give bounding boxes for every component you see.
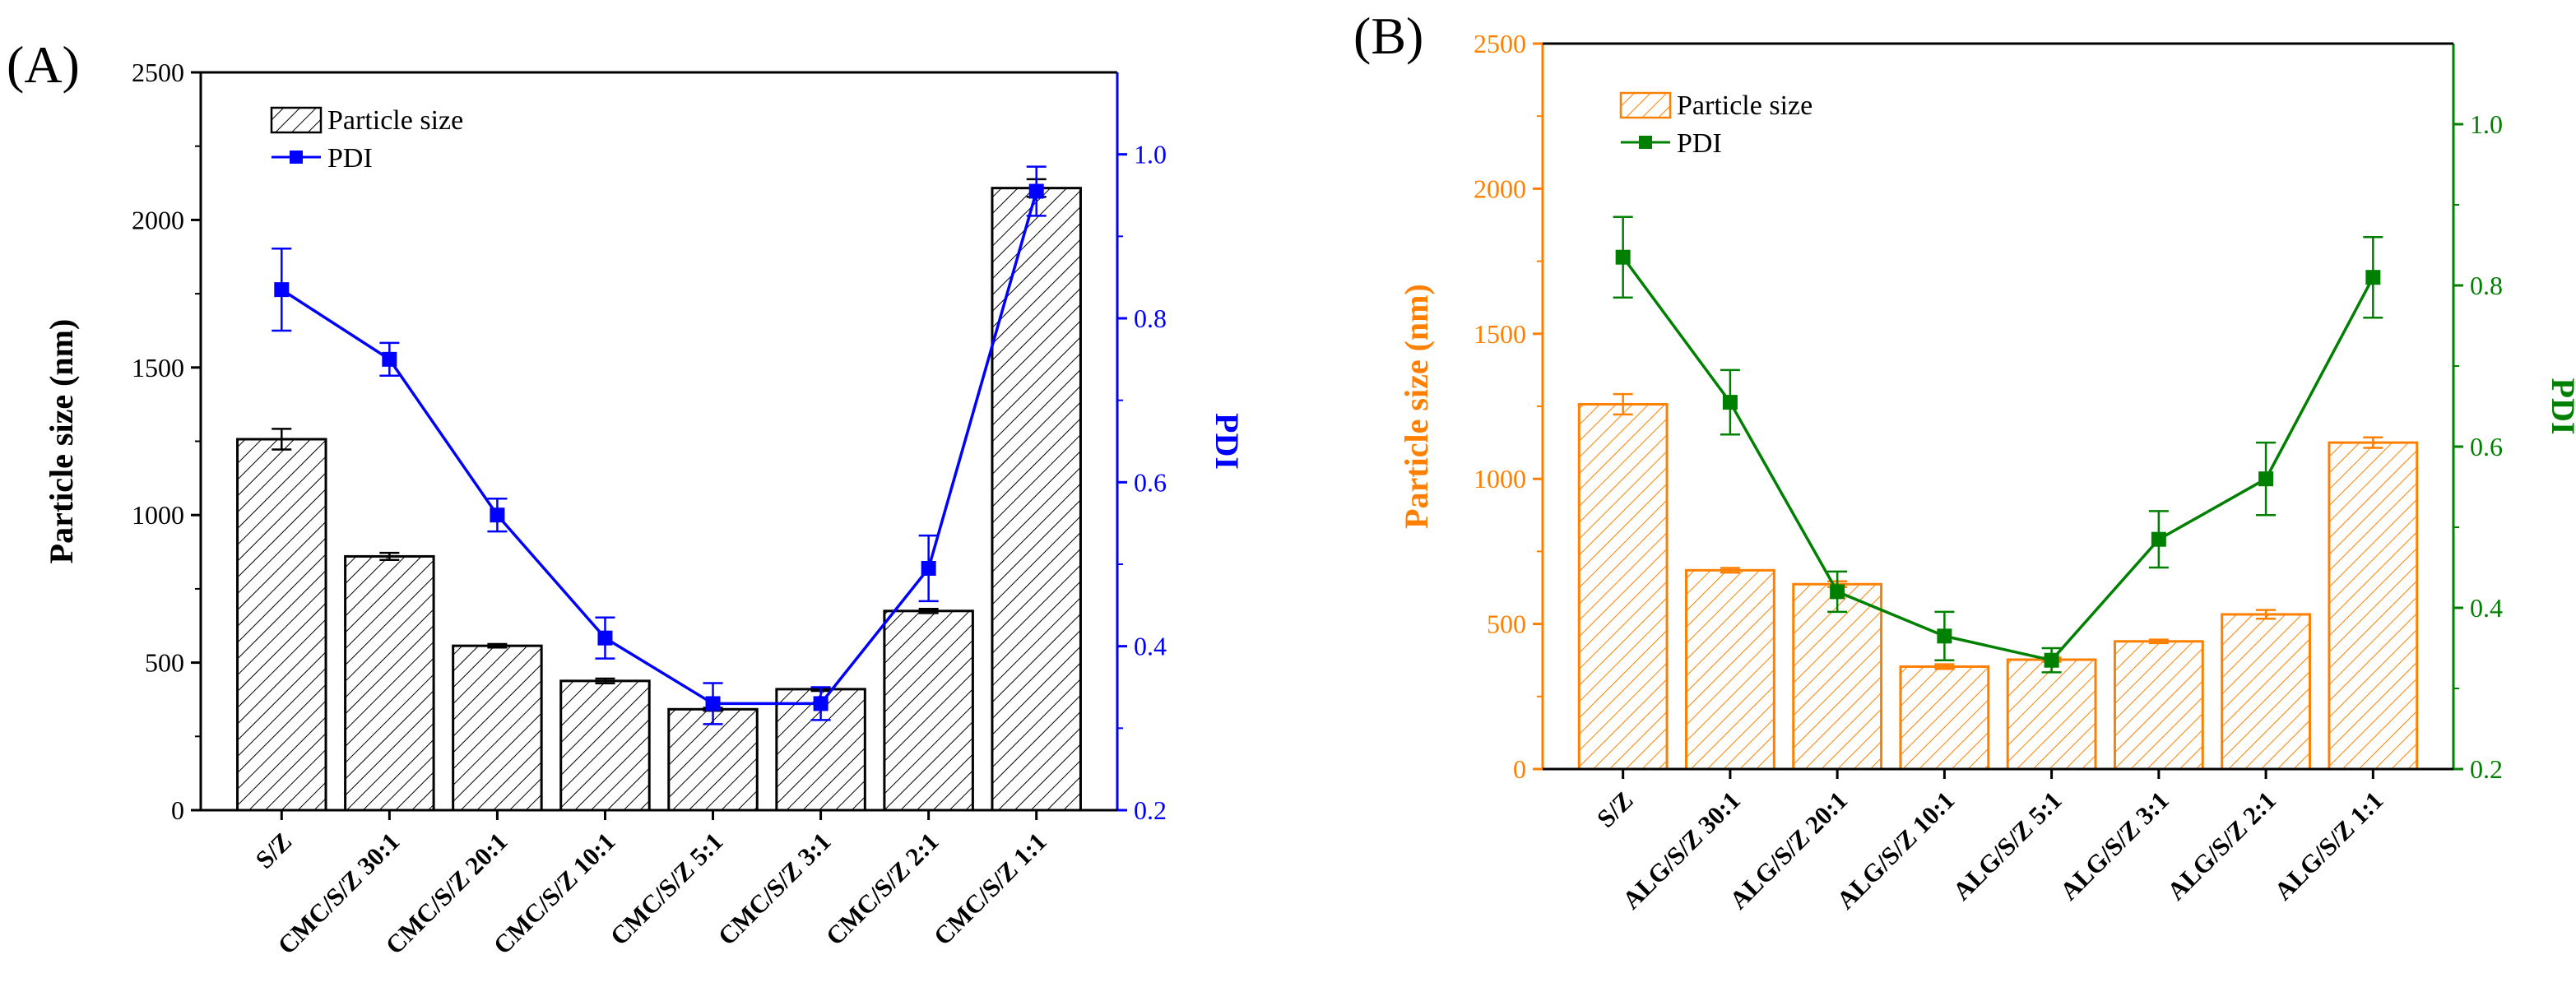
pdi-point — [1830, 584, 1845, 600]
category-label: ALG/S/Z 1:1 — [2268, 786, 2388, 906]
bar — [452, 644, 543, 812]
left-tick-label: 1500 — [1474, 319, 1526, 349]
legend-label: PDI — [327, 143, 373, 174]
bar — [1899, 665, 1990, 771]
pdi-point — [705, 696, 721, 711]
left-tick-label: 500 — [145, 648, 184, 678]
category-label: CMC/S/Z 1:1 — [928, 827, 1052, 951]
legend-label: Particle size — [327, 105, 463, 136]
category-label: CMC/S/Z 2:1 — [820, 827, 945, 951]
bar — [1685, 568, 1775, 771]
pdi-point — [921, 560, 936, 576]
left-tick-label: 1000 — [132, 500, 184, 530]
pdi-point — [1028, 183, 1044, 199]
bar — [236, 438, 327, 812]
pdi-point — [2258, 471, 2274, 487]
legend-label: PDI — [1677, 128, 1722, 159]
legend: Particle size PDI — [1619, 90, 1812, 159]
right-tick-label: 1.0 — [1134, 140, 1167, 169]
left-tick-label: 2000 — [1474, 174, 1526, 203]
panel-label: (B) — [1353, 7, 1423, 65]
bar — [2221, 613, 2311, 771]
chart-panel-a: (A) 0 500 1000 1500 2000 2500 0.2 0.4 0.6 0.8 1.0 S/… — [7, 35, 1246, 960]
right-tick-label: 0.6 — [1134, 467, 1167, 497]
left-axis-title: Particle size (nm) — [43, 319, 80, 564]
bar — [1577, 403, 1669, 771]
pdi-point — [597, 630, 613, 646]
left-tick-label: 2500 — [1474, 29, 1526, 58]
category-label: S/Z — [250, 827, 298, 874]
pdi-line — [281, 191, 1038, 706]
legend: Particle size PDI — [270, 105, 463, 174]
legend-marker — [1639, 136, 1652, 149]
right-tick-label: 0.4 — [1134, 632, 1167, 661]
left-tick-label: 2000 — [132, 205, 184, 234]
right-tick-label: 0.6 — [2470, 432, 2503, 461]
pdi-point — [2151, 531, 2166, 547]
legend-marker — [290, 151, 303, 164]
bar — [344, 554, 435, 812]
left-axis-title: Particle size (nm) — [1398, 284, 1435, 529]
right-tick-label: 0.4 — [2470, 593, 2503, 623]
right-tick-label: 0.8 — [1134, 304, 1167, 333]
left-tick-label: 0 — [1513, 754, 1526, 784]
bar — [559, 679, 651, 812]
right-tick-label: 0.2 — [2470, 754, 2503, 784]
pdi-line — [1622, 256, 2374, 662]
right-axis-title: PDI — [1209, 413, 1246, 470]
chart-panel-b: (B) 0 500 1000 1500 2000 2500 0.2 0.4 0.6 0.8 1.0 S/… — [1353, 7, 2576, 915]
category-label: ALG/S/Z 2:1 — [2161, 786, 2281, 906]
category-label: S/Z — [1591, 786, 1639, 833]
pdi-point — [1722, 395, 1738, 410]
pdi-point — [490, 507, 505, 523]
bar — [2006, 658, 2097, 771]
legend-label: Particle size — [1677, 90, 1812, 121]
bar — [2328, 441, 2419, 771]
category-label: ALG/S/Z 3:1 — [2054, 786, 2175, 906]
pdi-point — [813, 696, 828, 711]
category-label: CMC/S/Z 3:1 — [712, 827, 837, 951]
pdi-point — [382, 351, 397, 367]
bar — [2113, 640, 2204, 771]
bar — [667, 707, 759, 812]
left-tick-label: 2500 — [132, 58, 184, 87]
category-label: ALG/S/Z 5:1 — [1947, 786, 2068, 906]
right-tick-label: 1.0 — [2470, 109, 2503, 139]
right-tick-label: 0.2 — [1134, 795, 1167, 825]
bar — [991, 187, 1082, 812]
left-tick-label: 500 — [1487, 609, 1526, 639]
pdi-point — [274, 282, 290, 298]
left-tick-label: 1000 — [1474, 464, 1526, 494]
right-axis-title: PDI — [2545, 378, 2576, 435]
pdi-point — [1937, 628, 1952, 644]
bar — [883, 609, 974, 812]
legend-bar-swatch — [270, 106, 323, 134]
left-tick-label: 1500 — [132, 353, 184, 382]
panel-label: (A) — [7, 35, 80, 94]
pdi-point — [2365, 270, 2381, 285]
right-tick-label: 0.8 — [2470, 271, 2503, 300]
pdi-point — [2044, 652, 2059, 668]
left-tick-label: 0 — [171, 795, 184, 825]
legend-bar-swatch — [1619, 91, 1672, 119]
category-label: CMC/S/Z 5:1 — [605, 827, 729, 951]
pdi-point — [1615, 249, 1631, 265]
